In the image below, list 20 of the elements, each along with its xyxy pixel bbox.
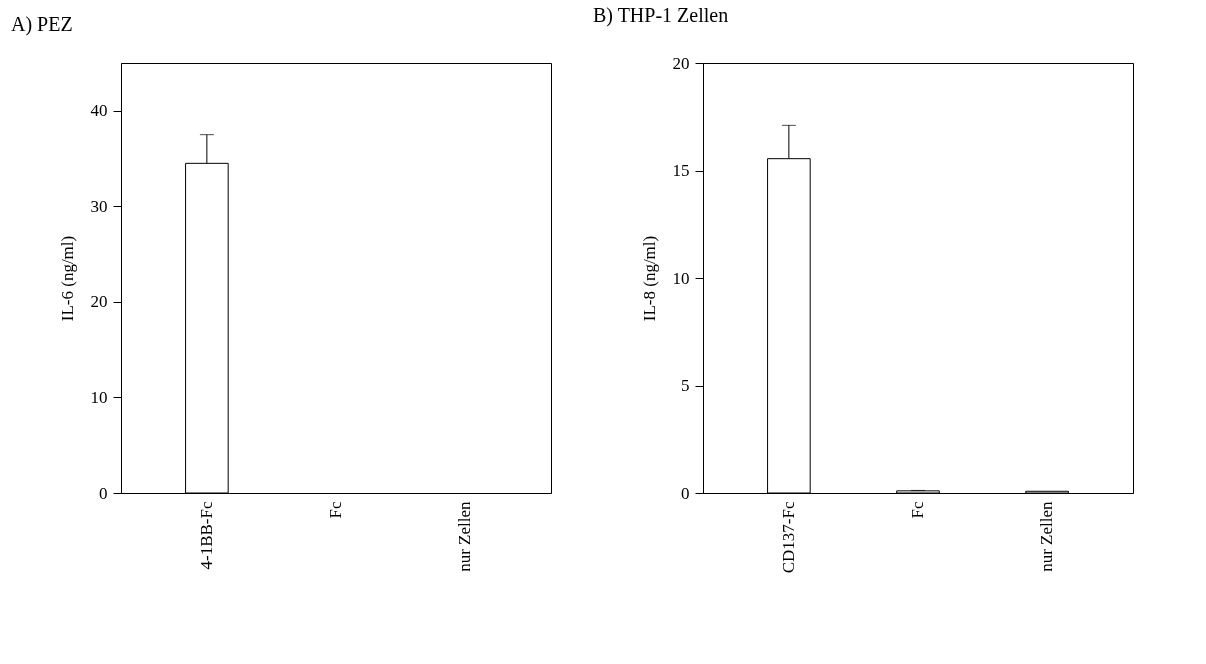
x-tick-label: nur Zellen bbox=[455, 501, 475, 572]
y-axis-title: IL-6 (ng/ml) bbox=[57, 235, 77, 322]
y-tick-label: 20 bbox=[672, 53, 690, 73]
chart-title: A) PEZ bbox=[11, 13, 73, 36]
x-tick-label: Fc bbox=[326, 501, 345, 519]
y-tick-label: 10 bbox=[90, 387, 108, 407]
x-tick-label: nur Zellen bbox=[1037, 501, 1057, 572]
y-tick-label: 5 bbox=[681, 376, 690, 395]
x-tick-label: 4-1BB-Fc bbox=[196, 501, 216, 570]
x-tick-label: CD137-Fc bbox=[778, 501, 798, 574]
y-axis-title: IL-8 (ng/ml) bbox=[639, 235, 659, 322]
y-tick-label: 20 bbox=[90, 292, 108, 312]
x-tick-label: Fc bbox=[908, 501, 927, 519]
y-tick-label: 40 bbox=[90, 101, 108, 121]
y-tick-label: 15 bbox=[672, 161, 690, 180]
y-tick-label: 0 bbox=[99, 483, 108, 503]
y-tick-label: 30 bbox=[90, 196, 108, 216]
y-tick-label: 0 bbox=[681, 483, 690, 503]
chart-title: B) THP-1 Zellen bbox=[593, 4, 729, 27]
y-tick-label: 10 bbox=[672, 268, 690, 288]
